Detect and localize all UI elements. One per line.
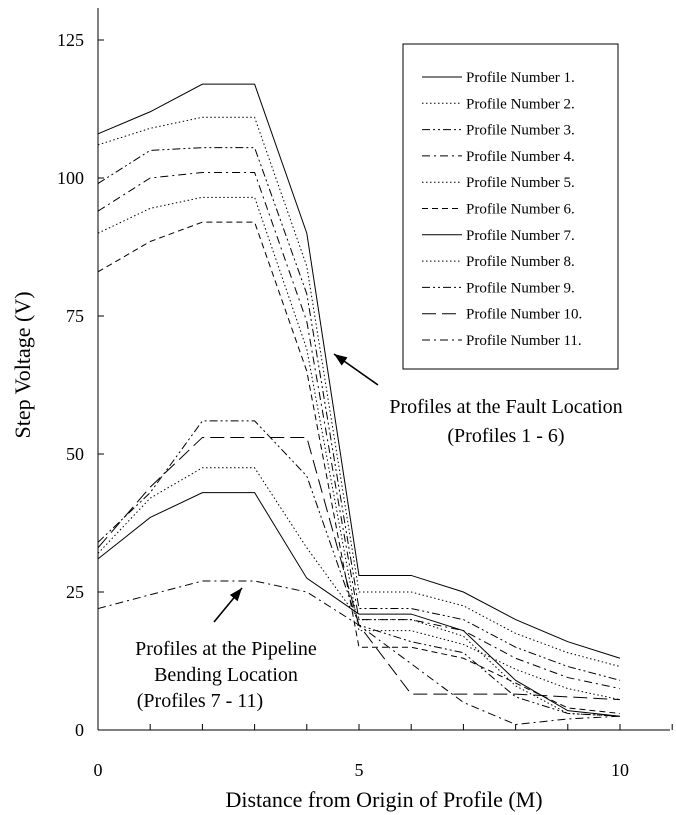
y-tick-label: 25 [66, 582, 84, 602]
series-line-profile-2 [97, 116, 621, 668]
series-line-profile-3 [97, 147, 621, 681]
annotation-fault-location: Profiles at the Fault Location (Profiles … [389, 396, 622, 447]
legend-box [402, 43, 619, 370]
legend-label: Profile Number 2. [466, 96, 575, 112]
arrow-fault-location [333, 353, 379, 386]
y-tick-label: 50 [66, 444, 84, 464]
axes: 0 25 50 75 100 125 0 5 10 [57, 8, 673, 780]
x-tick-label: 0 [94, 760, 103, 780]
x-axis-title: Distance from Origin of Profile (M) [225, 787, 542, 812]
series-line-profile-8 [97, 467, 621, 717]
y-axis-ticks: 0 25 50 75 100 125 [57, 30, 104, 740]
legend-label: Profile Number 8. [466, 254, 575, 270]
series-line-profile-11 [97, 580, 621, 725]
series-line-profile-5 [97, 196, 621, 701]
legend-label: Profile Number 11. [466, 333, 582, 349]
x-tick-label: 5 [355, 760, 364, 780]
legend: Profile Number 1. Profile Number 2. Profil… [402, 43, 619, 370]
annotation-pipeline-bending-location: Profiles at the Pipeline Bending Location… [135, 638, 317, 712]
series-lines [97, 83, 621, 725]
y-tick-label: 75 [66, 306, 84, 326]
legend-label: Profile Number 7. [466, 228, 575, 244]
legend-label: Profile Number 9. [466, 280, 575, 296]
x-tick-label: 10 [611, 760, 629, 780]
y-tick-label: 125 [57, 30, 84, 50]
legend-items: Profile Number 1. Profile Number 2. Profil… [422, 70, 582, 349]
series-line-profile-4 [97, 171, 621, 690]
y-tick-label: 100 [57, 168, 84, 188]
y-axis-title: Step Voltage (V) [10, 291, 35, 438]
series-line-profile-7 [97, 492, 621, 717]
series-line-profile-10 [97, 436, 621, 701]
y-tick-label: 0 [75, 720, 84, 740]
arrow-pipeline-bending-location [213, 587, 243, 623]
x-axis-ticks: 0 5 10 [94, 724, 673, 780]
legend-label: Profile Number 3. [466, 123, 575, 139]
legend-label: Profile Number 10. [466, 307, 582, 323]
series-line-profile-1 [97, 83, 621, 659]
legend-label: Profile Number 1. [466, 70, 575, 86]
annotations: Profiles at the Fault Location (Profiles … [135, 353, 623, 712]
legend-label: Profile Number 5. [466, 175, 575, 191]
legend-label: Profile Number 6. [466, 202, 575, 218]
legend-label: Profile Number 4. [466, 149, 575, 165]
